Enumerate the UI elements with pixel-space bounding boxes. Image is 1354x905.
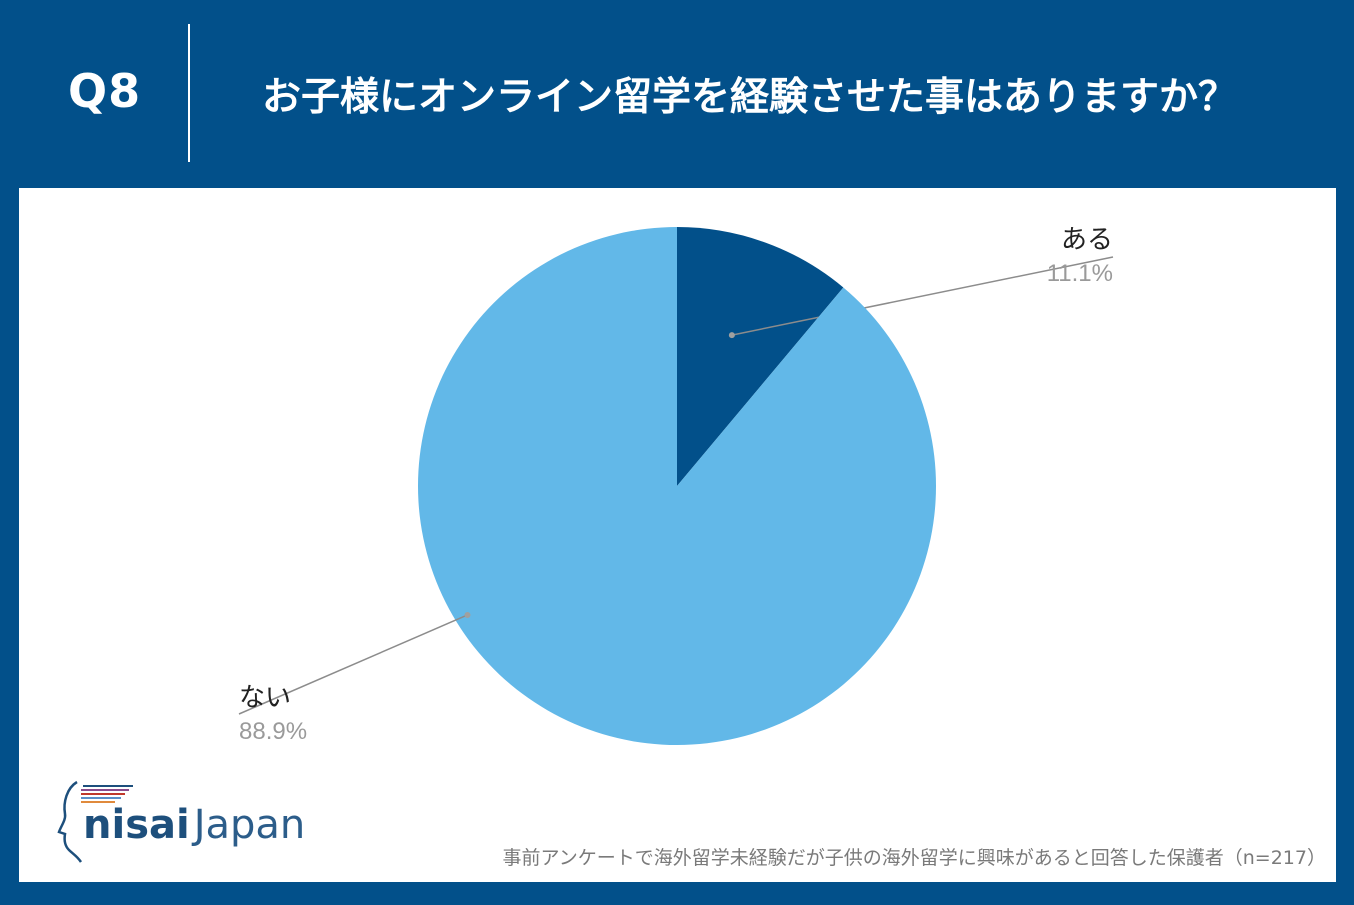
logo-head-icon (57, 780, 133, 863)
leader-line-2 (238, 614, 468, 715)
leader-dot-1 (728, 332, 735, 339)
slice-value-1: 11.1% (1047, 260, 1113, 287)
nisai-japan-logo: nisai Japan (55, 776, 315, 866)
pie-slice-1 (677, 227, 844, 486)
logo-brand-sub: Japan (193, 802, 306, 848)
footnote: 事前アンケートで海外留学未経験だが子供の海外留学に興味があると回答した保護者（n… (502, 847, 1326, 869)
page-title: お子様にオンライン留学を経験させた事はありますか？ (262, 75, 1238, 120)
leader-line-1 (731, 256, 1114, 336)
leader-dot-2 (464, 611, 471, 618)
header-divider (188, 24, 190, 162)
chart-panel: ある 11.1% ない 88.9% nisai Japan 事前アンケートで海外留学未経… (19, 188, 1336, 882)
pie-chart: ある 11.1% ない 88.9% (238, 225, 1114, 745)
pie-slice-2 (418, 227, 936, 745)
slice-label-1: ある (1061, 225, 1113, 255)
logo-brand-main: nisai (83, 802, 190, 848)
slice-label-2: ない (239, 683, 291, 713)
slice-value-2: 88.9% (239, 718, 307, 745)
question-number: Q8 (68, 64, 142, 118)
